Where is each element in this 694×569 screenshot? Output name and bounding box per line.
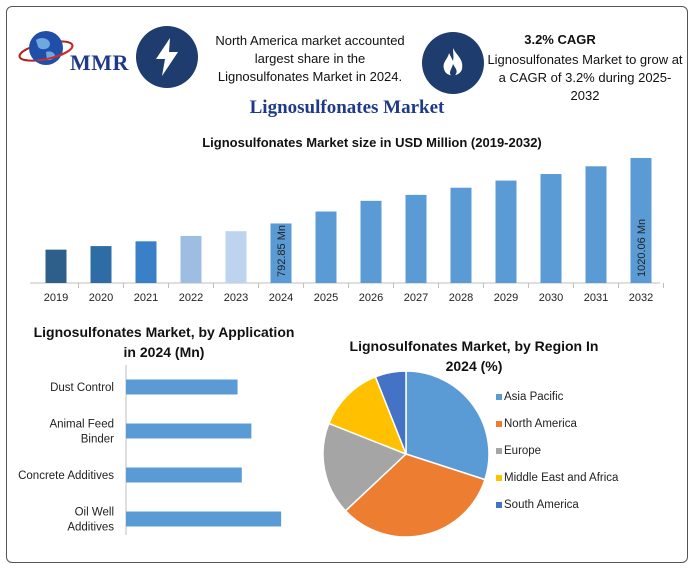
app-label-3-1: Additives [67,522,114,534]
x-tick-label-2026: 2026 [359,292,383,304]
flame-icon [443,48,463,76]
x-tick-label-2029: 2029 [494,292,518,304]
legend-label-4: South America [504,499,579,511]
app-label-1-0: Animal Feed [49,419,114,431]
globe-icon [18,31,74,65]
x-tick-label-2021: 2021 [134,292,158,304]
x-tick-label-2024: 2024 [269,292,293,304]
bar-2023 [225,231,247,283]
x-tick-label-2027: 2027 [404,292,428,304]
bar-2020 [90,246,112,283]
legend-swatch-2 [496,448,502,454]
bar-2029 [495,180,517,283]
pie-slice-1 [344,453,486,538]
region-chart-title: Lignosulfonates Market, by Region In 202… [349,338,599,374]
bar-2027 [405,194,427,283]
x-tick-label-2025: 2025 [314,292,338,304]
app-label-3-0: Oil Well [75,507,114,519]
bar-2026 [360,200,382,283]
pie-slice-4 [374,370,407,455]
bar-2032 [630,157,652,283]
x-tick-label-2022: 2022 [179,292,203,304]
flame-icon-badge [422,32,484,94]
app-bar-1 [126,423,252,439]
legend-swatch-0 [496,394,502,400]
application-chart-title: Lignosulfonates Market, by Application i… [33,324,295,360]
cagr-note: Lignosulfonates Market to grow at a CAGR… [487,52,683,103]
legend-swatch-3 [496,475,502,481]
region-pie-chart: Asia Pacific North America Europe Middle Ea… [322,370,619,538]
logo [16,26,76,81]
x-tick-label-2020: 2020 [89,292,113,304]
app-bar-2 [126,467,242,483]
page-title: Lignosulfonates Market [249,97,445,118]
data-label-2032: 1020.06 Mn [636,219,648,277]
bar-2030 [540,174,562,283]
legend-swatch-4 [496,502,502,508]
x-tick-label-2031: 2031 [584,292,608,304]
lightning-icon-badge [136,26,198,88]
legend-label-0: Asia Pacific [504,391,564,403]
legend-label-3: Middle East and Africa [504,472,619,484]
x-tick-label-2032: 2032 [629,292,653,304]
bar-2019 [45,249,67,283]
pie-slice-2 [322,422,408,512]
app-bar-0 [126,379,238,395]
app-label-2-0: Concrete Additives [18,470,114,482]
x-tick-label-2028: 2028 [449,292,473,304]
legend-swatch-1 [496,421,502,427]
bar-2022 [180,235,202,283]
x-tick-label-2030: 2030 [539,292,563,304]
market-size-bar-chart: 2019 2020 2021 2022 2023 2024 792.85 Mn 2025 202… [30,157,664,304]
logo-text: MMR [70,50,129,75]
application-bar-chart: Dust Control Animal Feed Binder Concrete Ad… [18,365,282,535]
bar-2024 [270,223,292,283]
data-label-2024: 792.85 Mn [276,225,288,277]
legend-label-1: North America [504,418,577,430]
pie-slice-0 [405,370,490,481]
x-tick-label-2023: 2023 [224,292,248,304]
bar-2031 [585,166,607,283]
pie-slice-3 [327,375,408,456]
bar-2028 [450,187,472,283]
app-label-0-0: Dust Control [50,382,114,394]
cagr-heading: 3.2% CAGR [524,32,596,47]
north-america-note: North America market accounted largest s… [215,33,405,84]
bar-chart-title: Lignosulfonates Market size in USD Milli… [202,135,542,150]
bar-2025 [315,211,337,283]
bar-2021 [135,241,157,283]
lightning-bolt-icon [156,38,178,76]
app-bar-3 [126,511,282,527]
x-tick-label-2019: 2019 [44,292,68,304]
app-label-1-1: Binder [81,434,114,446]
legend-label-2: Europe [504,445,541,457]
